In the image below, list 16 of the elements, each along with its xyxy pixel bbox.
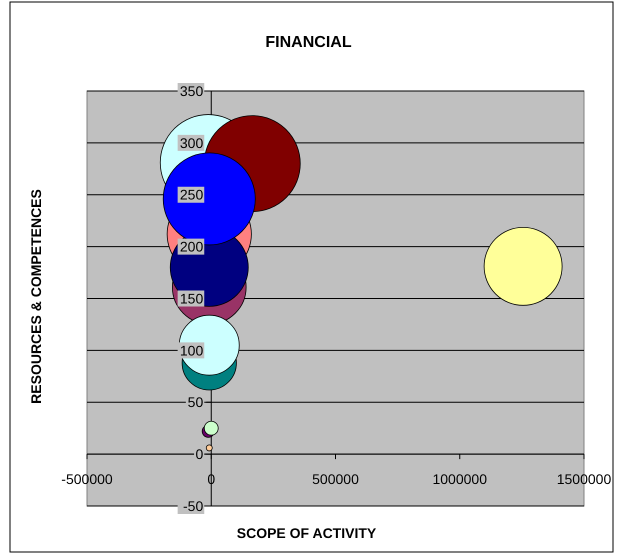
chart-title: FINANCIAL: [265, 34, 352, 51]
y-tick-label: 200: [180, 238, 204, 255]
y-tick-label: 350: [180, 82, 204, 99]
y-tick-label: 100: [180, 342, 204, 358]
y-tick-label: 0: [195, 446, 204, 462]
x-tick-label: 500000: [312, 471, 360, 488]
x-tick-label: -500000: [61, 471, 113, 488]
x-tick-label: 1500000: [556, 471, 612, 488]
x-axis-title: SCOPE OF ACTIVITY: [236, 525, 377, 541]
y-axis-title: RESOURCES & COMPETENCES: [28, 189, 44, 404]
y-tick-label: 50: [188, 394, 204, 410]
y-tick-label: 250: [180, 186, 204, 203]
y-tick-label: 300: [180, 134, 204, 151]
y-tick-label: 150: [180, 290, 204, 306]
y-tick-label: -50: [183, 498, 204, 514]
x-tick-label: 1000000: [432, 471, 488, 488]
